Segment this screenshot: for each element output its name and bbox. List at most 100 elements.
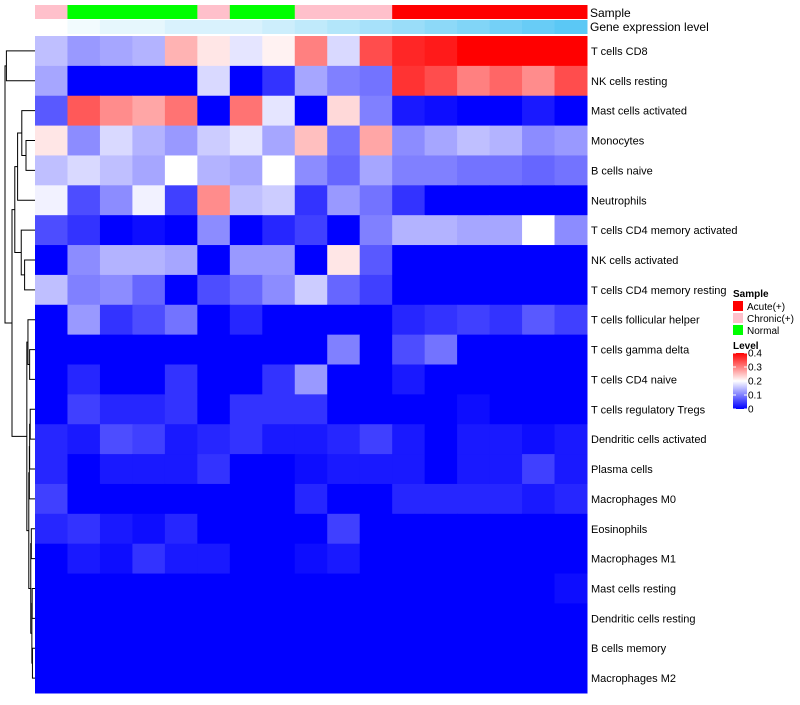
heatmap-cell [554, 633, 588, 664]
sample-annot-cell [457, 5, 491, 19]
heatmap-cell [294, 65, 328, 97]
heatmap-cell [229, 125, 263, 156]
heatmap-cell [197, 543, 231, 575]
dendrogram-link [27, 319, 35, 365]
heatmap-cell [67, 95, 101, 127]
heatmap-cell [35, 65, 68, 97]
row-label: T cells regulatory Tregs [591, 404, 706, 416]
heatmap-cell [359, 304, 393, 336]
expression-annot-cell [294, 20, 328, 34]
legend-level-title: Level [733, 341, 759, 352]
heatmap-cell [327, 454, 361, 485]
heatmap-cell [229, 513, 263, 545]
heatmap-cell [99, 543, 133, 575]
heatmap-cell [457, 573, 491, 604]
heatmap-cell [99, 125, 133, 156]
dendrogram-link [11, 209, 27, 437]
heatmap-cell [229, 155, 263, 186]
heatmap-cell [164, 36, 198, 67]
heatmap-cell [132, 215, 166, 246]
heatmap-cell [229, 394, 263, 425]
sample-annot-cell [35, 5, 68, 19]
heatmap-cell [554, 155, 588, 186]
heatmap-cell [294, 215, 328, 246]
heatmap-cell [262, 633, 296, 664]
heatmap-cell [359, 95, 393, 127]
row-label: Neutrophils [591, 195, 647, 207]
heatmap-cell [262, 334, 296, 365]
heatmap-cell [359, 663, 393, 694]
heatmap-cell [554, 334, 588, 365]
heatmap-cell [359, 65, 393, 97]
heatmap-cell [67, 215, 101, 246]
heatmap-cell [262, 215, 296, 246]
heatmap-cell [554, 95, 588, 127]
heatmap-cell [392, 543, 426, 575]
heatmap-cell [457, 155, 491, 186]
heatmap-cell [229, 274, 263, 306]
legend-tick-label: 0.1 [748, 391, 762, 402]
heatmap-cell [67, 65, 101, 97]
heatmap-cell [164, 334, 198, 365]
heatmap-cell [457, 65, 491, 97]
heatmap-cell [359, 454, 393, 485]
heatmap-cell [164, 125, 198, 156]
heatmap-cell [554, 65, 588, 97]
row-label: Eosinophils [591, 524, 648, 536]
legend-swatch [733, 325, 743, 335]
heatmap-cell [229, 185, 263, 216]
legend-tick-label: 0.2 [748, 377, 762, 388]
heatmap-cell [99, 633, 133, 664]
heatmap-cell [67, 663, 101, 694]
heatmap-cell [164, 603, 198, 634]
heatmap-cell [262, 424, 296, 455]
heatmap-cells [35, 36, 588, 694]
heatmap-cell [359, 573, 393, 604]
dendrogram-link [24, 259, 35, 291]
heatmap-cell [294, 125, 328, 156]
heatmap-cell [262, 603, 296, 634]
heatmap-cell [132, 394, 166, 425]
heatmap-cell [359, 334, 393, 365]
heatmap-cell [327, 155, 361, 186]
heatmap-cell [99, 304, 133, 336]
heatmap-cell [164, 543, 198, 575]
heatmap-cell [35, 185, 68, 216]
heatmap-cell [489, 274, 523, 306]
heatmap-cell [457, 215, 491, 246]
heatmap-cell [164, 573, 198, 604]
heatmap-cell [327, 334, 361, 365]
heatmap-cell [424, 304, 458, 336]
heatmap-cell [99, 454, 133, 485]
heatmap-cell [489, 663, 523, 694]
heatmap-cell [164, 394, 198, 425]
heatmap-cell [164, 513, 198, 545]
heatmap-cell [262, 125, 296, 156]
heatmap-cell [164, 185, 198, 216]
heatmap-cell [424, 483, 458, 515]
heatmap-cell [424, 513, 458, 545]
heatmap-cell [35, 364, 68, 395]
heatmap-cell [132, 65, 166, 97]
heatmap-cell [99, 95, 133, 127]
heatmap-cell [294, 513, 328, 545]
heatmap-cell [99, 245, 133, 276]
row-label: Monocytes [591, 136, 645, 148]
heatmap-cell [99, 65, 133, 97]
expression-annot-cell [327, 20, 361, 34]
heatmap-cell [164, 663, 198, 694]
sample-annot-cell [424, 5, 458, 19]
expression-annot-cell [262, 20, 296, 34]
heatmap-cell [424, 364, 458, 395]
row-label: B cells memory [591, 643, 667, 655]
expression-annot-cell [457, 20, 491, 34]
heatmap-cell [67, 424, 101, 455]
heatmap-cell [489, 603, 523, 634]
heatmap-cell [489, 155, 523, 186]
heatmap-cell [522, 95, 556, 127]
heatmap-cell [359, 633, 393, 664]
heatmap-cell [197, 573, 231, 604]
heatmap-cell [359, 543, 393, 575]
heatmap-cell [489, 424, 523, 455]
